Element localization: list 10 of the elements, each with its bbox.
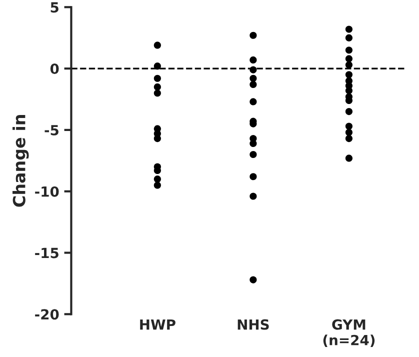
x-tick-label: HWP <box>140 319 176 330</box>
y-tick-label: -15 <box>35 248 58 258</box>
x-tick-label: NHS <box>238 319 269 330</box>
y-tick-label: -20 <box>35 309 59 320</box>
y-axis-title: Change in <box>12 115 29 207</box>
y-tick-label: -5 <box>44 125 58 136</box>
x-tick-label: GYM (n=24) <box>323 319 375 347</box>
y-tick-label: 5 <box>50 2 58 13</box>
y-tick-label: -10 <box>35 186 59 197</box>
y-tick-label: 0 <box>50 64 59 74</box>
